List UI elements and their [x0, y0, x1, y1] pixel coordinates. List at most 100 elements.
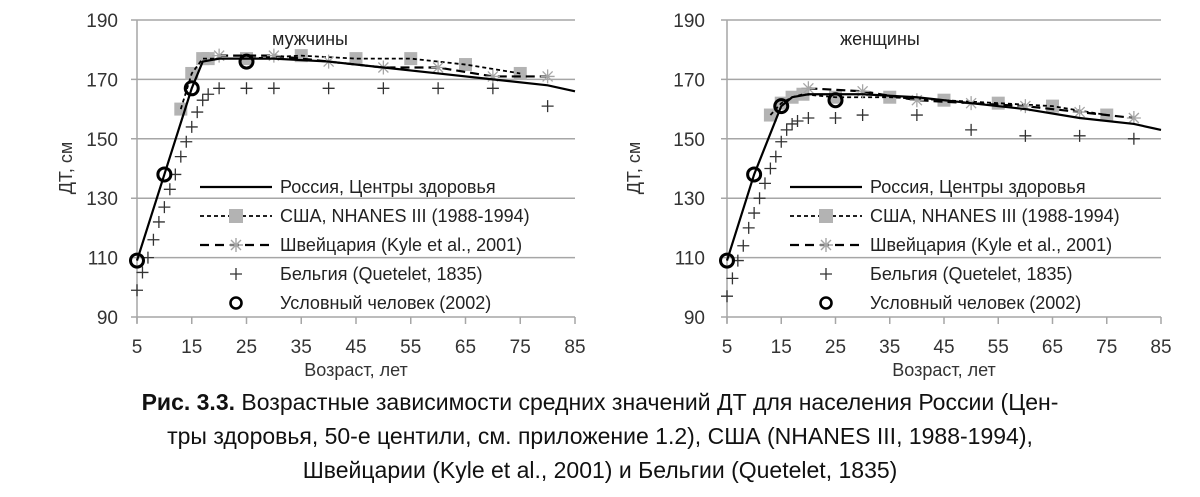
legend-label: США, NHANES III (1988-1994): [280, 206, 530, 226]
circle-icon: [229, 296, 243, 310]
y-tick-label: 90: [97, 308, 118, 329]
circle-marker: [773, 98, 790, 115]
russia-line: [725, 93, 1162, 261]
circle-marker: [183, 80, 200, 97]
asterisk-marker: [855, 84, 870, 99]
legend-item: Условный человек (2002): [819, 293, 1081, 313]
plus-marker: [775, 135, 788, 148]
x-tick-label: 85: [1150, 337, 1171, 358]
y-tick-label: 130: [673, 189, 705, 210]
legend-label: Бельгия (Quetelet, 1835): [870, 264, 1073, 284]
asterisk-marker: [1072, 105, 1087, 120]
x-tick-label: 35: [291, 337, 312, 358]
circle-marker: [719, 252, 735, 269]
russia-line: [135, 57, 576, 261]
x-tick-label: 55: [400, 337, 421, 358]
plus-marker: [486, 82, 499, 95]
square-icon: [819, 209, 833, 223]
plus-marker: [1019, 129, 1032, 142]
legend-item: Россия, Центры здоровья: [200, 177, 496, 197]
legend-item: США, NHANES III (1988-1994): [200, 206, 530, 226]
x-tick-label: 65: [1042, 337, 1063, 358]
legend-item: Швейцария (Kyle et al., 2001): [200, 235, 522, 255]
y-tick-label: 110: [88, 249, 118, 270]
plus-marker: [786, 117, 799, 130]
plus-marker: [213, 82, 226, 95]
plus-marker: [377, 82, 390, 95]
chart-women: 90 110 130 150 170 190 5 15 25 35 45 55 65 75 85 Возрас…: [624, 11, 1172, 380]
x-tick-label: 75: [1096, 337, 1117, 358]
chart-men: 90 110 130 150 170 190 5 15 25 35 45 55 65 75 85 Возрас…: [56, 11, 586, 380]
plus-marker: [196, 94, 209, 107]
plus-marker: [541, 100, 554, 113]
legend-label: Россия, Центры здоровья: [870, 177, 1086, 197]
plus-marker: [769, 150, 782, 163]
plus-marker: [131, 284, 143, 297]
legend-label: США, NHANES III (1988-1994): [870, 206, 1120, 226]
plus-marker: [780, 123, 793, 136]
circle-icon: [819, 296, 833, 310]
square-marker: [349, 52, 363, 66]
plus-marker: [322, 82, 335, 95]
y-axis-label: ДТ, см: [624, 142, 644, 195]
y-tick-label: 130: [86, 189, 118, 210]
plus-marker: [202, 88, 215, 101]
y-tick-label: 170: [86, 70, 118, 91]
y-tick-label: 150: [673, 130, 705, 151]
x-tick-label: 85: [564, 337, 585, 358]
plus-marker: [174, 150, 187, 163]
plus-marker: [147, 233, 160, 246]
plus-marker: [764, 162, 777, 175]
x-tick-label: 45: [345, 337, 366, 358]
plus-marker: [856, 109, 869, 122]
plus-marker: [721, 290, 733, 303]
square-marker: [459, 58, 472, 72]
circle-marker: [156, 166, 173, 183]
x-axis-label: Возраст, лет: [892, 360, 996, 380]
asterisk-marker: [485, 69, 500, 84]
asterisk-marker: [1018, 99, 1033, 114]
asterisk-marker: [431, 60, 446, 75]
plus-icon: [230, 268, 242, 280]
plus-marker: [240, 82, 253, 95]
asterisk-marker: [909, 93, 924, 108]
plus-marker: [726, 272, 739, 285]
x-tick-label: 15: [771, 337, 792, 358]
caption-line-3: Швейцарии (Kyle et al., 2001) и Бельгии …: [302, 457, 898, 483]
y-axis-label: ДТ, см: [56, 142, 76, 195]
legend-item: Швейцария (Kyle et al., 2001): [790, 235, 1112, 255]
plus-marker: [163, 183, 176, 196]
caption-label: Рис. 3.3.: [141, 389, 236, 415]
plus-marker: [742, 221, 755, 234]
caption-line-1: Возрастные зависимости средних значений …: [241, 389, 1059, 415]
asterisk-icon: [229, 238, 243, 252]
x-tick-label: 65: [455, 337, 476, 358]
plus-marker: [180, 135, 193, 148]
asterisk-icon: [819, 238, 833, 252]
x-axis-label: Возраст, лет: [304, 360, 408, 380]
y-tick-label: 150: [86, 130, 118, 151]
chart-figure: 90 110 130 150 170 190 5 15 25 35 45 55 65 75 85 Возрас…: [56, 11, 1172, 380]
plus-icon: [820, 268, 832, 280]
circle-marker: [238, 53, 255, 70]
circle-marker: [129, 252, 145, 269]
legend-label: Швейцария (Kyle et al., 2001): [280, 235, 522, 255]
plus-marker: [152, 215, 165, 228]
caption-line-2: тры здоровья, 50-е центили, см. приложен…: [167, 423, 1033, 449]
plus-marker: [1127, 132, 1140, 145]
plus-marker: [753, 192, 766, 205]
x-tick-label: 35: [879, 337, 900, 358]
asterisk-marker: [266, 48, 281, 63]
plus-marker: [791, 114, 804, 127]
plus-marker: [136, 266, 149, 279]
plus-marker: [910, 109, 923, 122]
legend-item: США, NHANES III (1988-1994): [790, 206, 1120, 226]
y-tick-label: 110: [675, 249, 705, 270]
plus-marker: [185, 120, 198, 133]
x-tick-label: 75: [510, 337, 531, 358]
legend-label: Бельгия (Quetelet, 1835): [280, 264, 483, 284]
y-tick-label: 190: [673, 11, 705, 32]
y-tick-label: 170: [673, 70, 705, 91]
plus-marker: [158, 201, 171, 214]
legend-item: Бельгия (Quetelet, 1835): [230, 264, 483, 284]
